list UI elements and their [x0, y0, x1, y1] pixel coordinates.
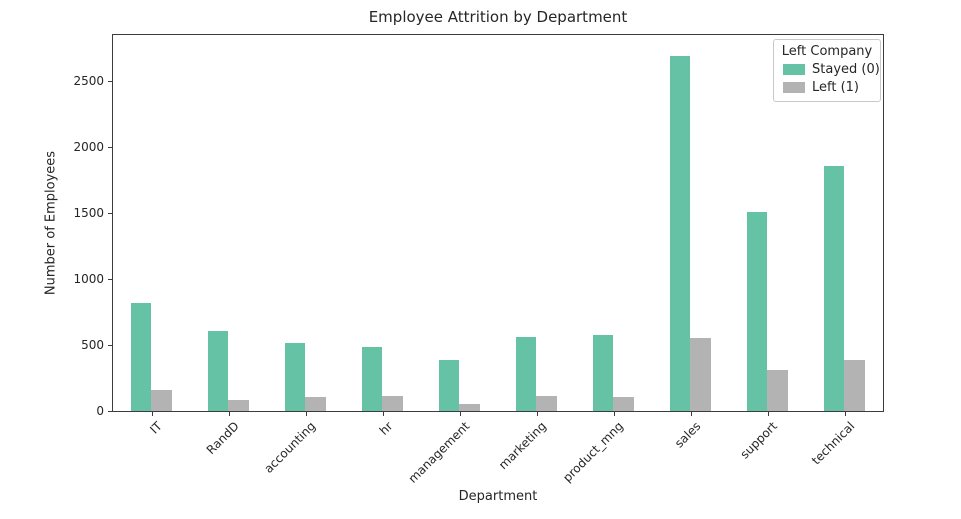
bar-stayed-technical — [823, 166, 844, 411]
x-tick-mark-support — [767, 412, 769, 416]
y-tick-mark-1500 — [108, 212, 112, 214]
x-tick-mark-management — [459, 412, 461, 416]
y-tick-label-1500: 1500 — [73, 205, 104, 220]
bar-left-management — [459, 404, 480, 411]
y-tick-label-1000: 1000 — [73, 271, 104, 286]
bar-stayed-marketing — [515, 337, 536, 411]
x-tick-mark-marketing — [536, 412, 538, 416]
x-tick-label-IT: IT — [146, 419, 165, 437]
y-tick-mark-2000 — [108, 146, 112, 148]
bar-left-sales — [690, 338, 711, 411]
y-tick-mark-500 — [108, 344, 112, 346]
bar-stayed-accounting — [284, 343, 305, 411]
bar-left-support — [767, 369, 788, 411]
x-tick-mark-IT — [151, 412, 153, 416]
bar-stayed-sales — [669, 56, 690, 411]
y-tick-mark-0 — [108, 410, 112, 412]
bar-stayed-support — [746, 211, 767, 411]
x-tick-mark-accounting — [305, 412, 307, 416]
x-tick-mark-product_mng — [613, 412, 615, 416]
legend-title: Left Company — [781, 44, 873, 59]
x-tick-label-accounting: accounting — [261, 419, 319, 476]
x-tick-label-technical: technical — [808, 419, 858, 468]
x-tick-mark-RandD — [228, 412, 230, 416]
y-tick-mark-1000 — [108, 278, 112, 280]
x-tick-label-hr: hr — [376, 419, 396, 438]
y-tick-label-2500: 2500 — [73, 73, 104, 88]
legend-swatch-stayed — [783, 63, 805, 75]
y-tick-label-500: 500 — [81, 337, 104, 352]
x-tick-label-support: support — [737, 419, 781, 462]
x-tick-label-sales: sales — [671, 419, 704, 451]
bar-left-IT — [151, 390, 172, 411]
legend-entry-left: Left (1) — [781, 78, 873, 96]
bar-stayed-IT — [130, 303, 151, 411]
chart-title: Employee Attrition by Department — [368, 8, 628, 26]
y-tick-label-0: 0 — [96, 403, 104, 418]
bar-left-RandD — [228, 399, 249, 411]
legend: Left Company Stayed (0) Left (1) — [773, 39, 881, 102]
y-tick-mark-2500 — [108, 80, 112, 82]
legend-label-left: Left (1) — [812, 79, 860, 95]
x-axis-label: Department — [458, 489, 538, 504]
bar-stayed-product_mng — [592, 335, 613, 411]
x-tick-mark-sales — [690, 412, 692, 416]
bar-left-hr — [382, 396, 403, 411]
y-tick-label-2000: 2000 — [73, 139, 104, 154]
x-tick-mark-technical — [844, 412, 846, 416]
bar-stayed-hr — [361, 346, 382, 411]
legend-entry-stayed: Stayed (0) — [781, 60, 880, 78]
legend-swatch-left — [783, 81, 805, 93]
bar-stayed-RandD — [207, 330, 228, 411]
bar-stayed-management — [438, 360, 459, 411]
x-tick-label-management: management — [405, 419, 473, 486]
bar-left-technical — [844, 359, 865, 411]
x-tick-label-RandD: RandD — [203, 419, 242, 458]
x-tick-mark-hr — [382, 412, 384, 416]
x-tick-label-product_mng: product_mng — [560, 419, 627, 485]
legend-label-stayed: Stayed (0) — [812, 61, 880, 77]
bar-left-accounting — [305, 396, 326, 411]
bar-left-marketing — [536, 396, 557, 411]
bar-left-product_mng — [613, 396, 634, 411]
x-tick-label-marketing: marketing — [496, 419, 550, 473]
plot-area — [112, 34, 884, 412]
